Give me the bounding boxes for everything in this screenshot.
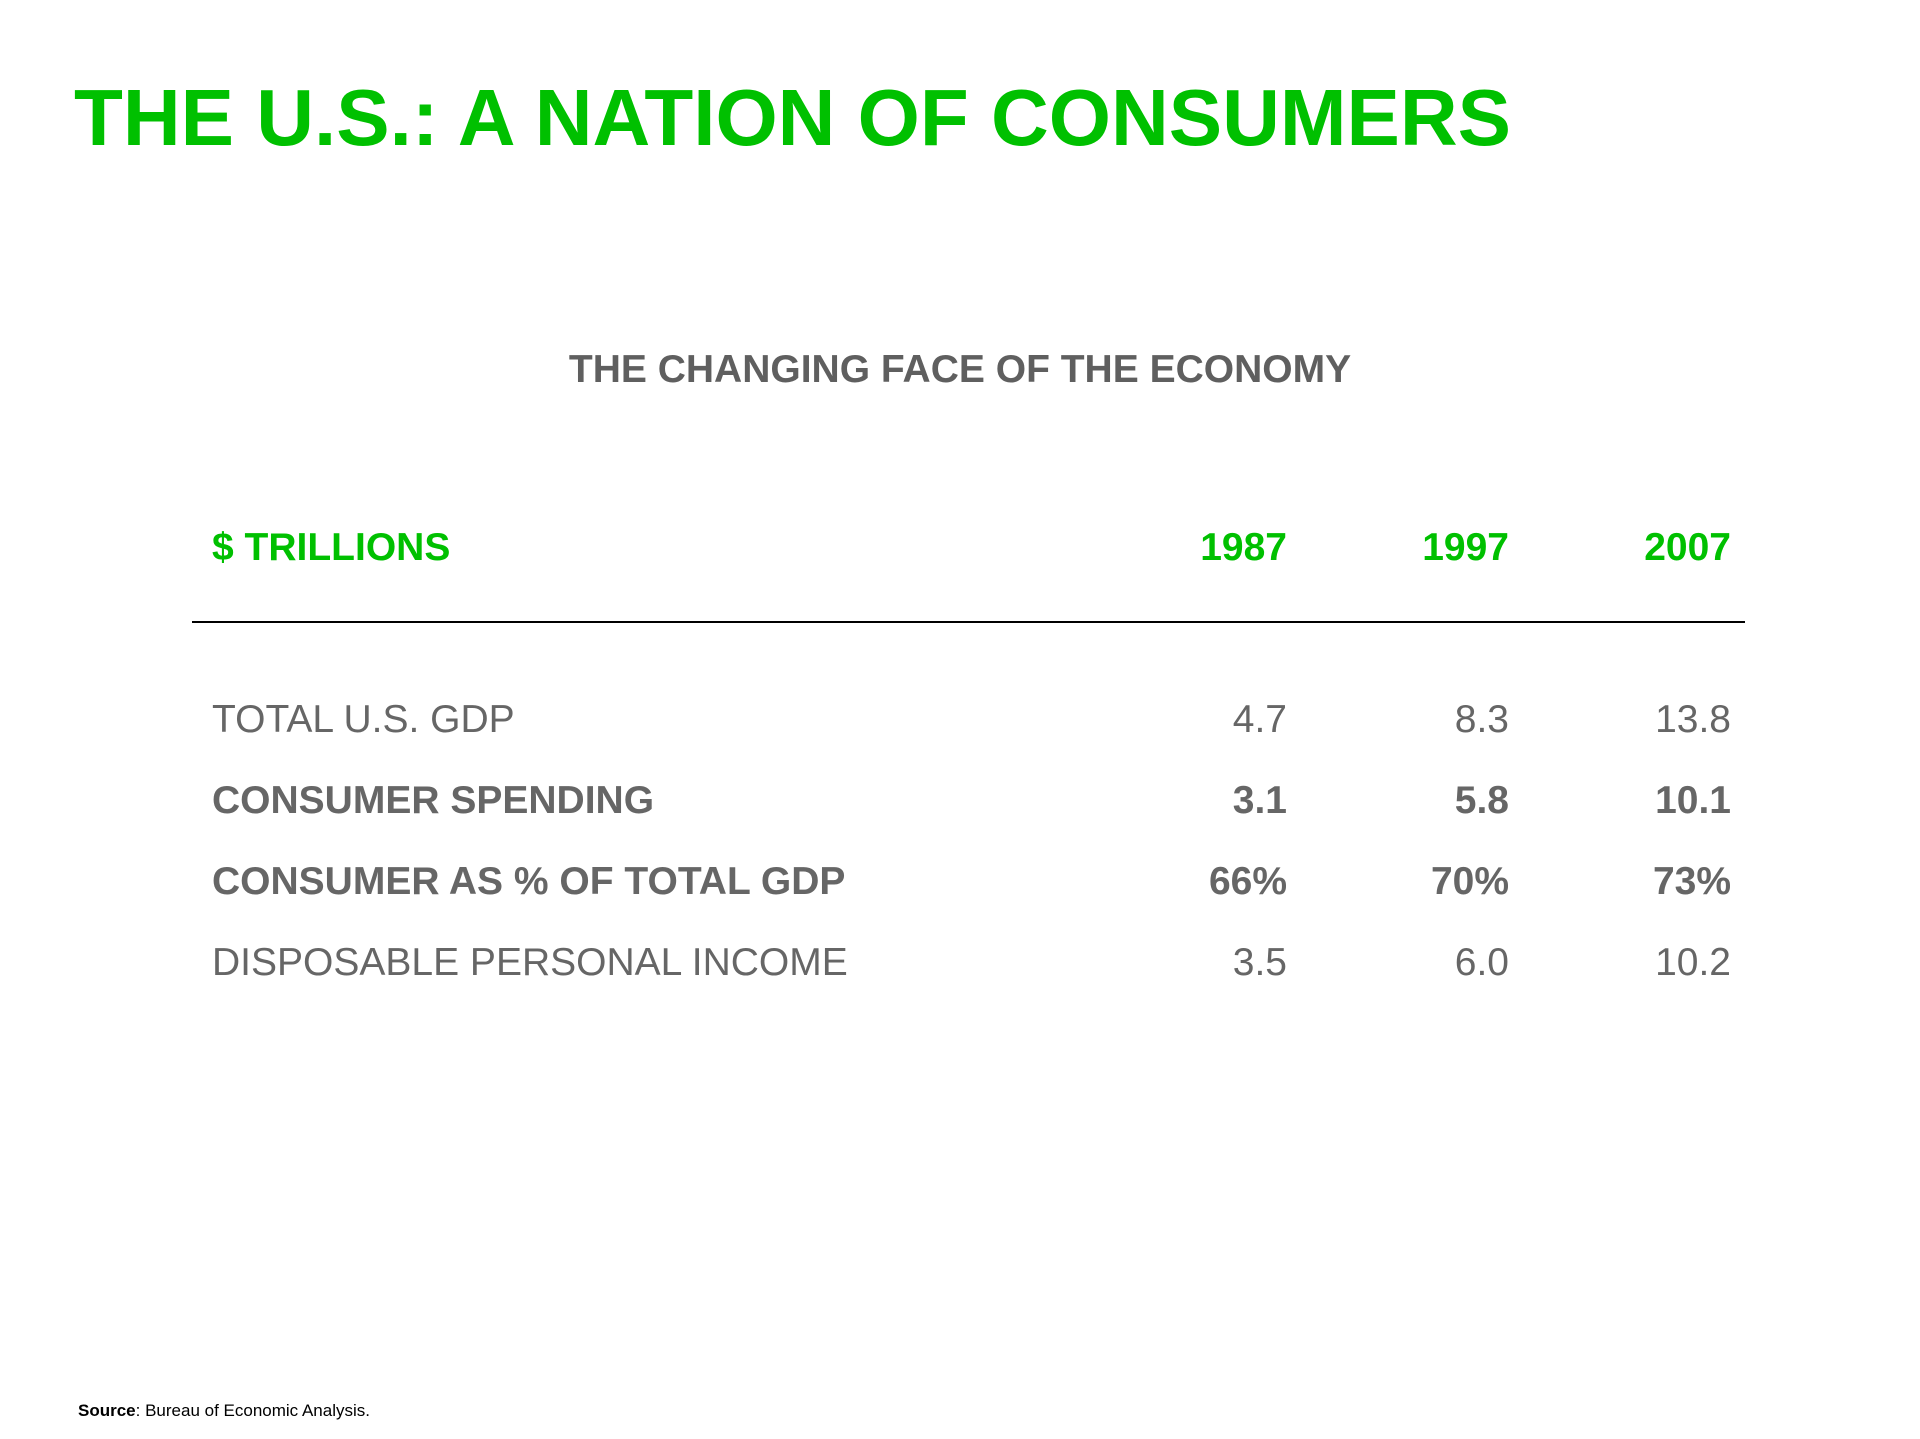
source-label: Source — [78, 1401, 136, 1420]
row-label: CONSUMER AS % OF TOTAL GDP — [212, 860, 846, 903]
page-title: THE U.S.: A NATION OF CONSUMERS — [74, 73, 1512, 162]
cell-1987: 4.7 — [1232, 698, 1287, 741]
cell-1987: 66% — [1208, 860, 1287, 903]
table-row-consumer-spending: CONSUMER SPENDING 3.1 5.8 10.1 — [192, 781, 1745, 831]
unit-label: $ TRILLIONS — [212, 526, 451, 569]
year-header-1987: 1987 — [1200, 526, 1287, 569]
cell-2007: 10.1 — [1655, 779, 1731, 822]
cell-1997: 8.3 — [1454, 698, 1509, 741]
table-header-row: $ TRILLIONS 1987 1997 2007 — [192, 528, 1745, 578]
source-text: : Bureau of Economic Analysis. — [135, 1401, 370, 1420]
cell-1987: 3.5 — [1232, 941, 1287, 984]
header-divider — [192, 621, 1745, 623]
cell-2007: 13.8 — [1655, 698, 1731, 741]
cell-1997: 5.8 — [1454, 779, 1509, 822]
cell-1997: 6.0 — [1454, 941, 1509, 984]
source-note: Source: Bureau of Economic Analysis. — [78, 1402, 370, 1419]
cell-2007: 10.2 — [1655, 941, 1731, 984]
cell-1987: 3.1 — [1232, 779, 1287, 822]
cell-2007: 73% — [1652, 860, 1731, 903]
table-row-consumer-pct-gdp: CONSUMER AS % OF TOTAL GDP 66% 70% 73% — [192, 862, 1745, 912]
cell-1997: 70% — [1430, 860, 1509, 903]
row-label: CONSUMER SPENDING — [212, 779, 655, 822]
year-header-1997: 1997 — [1422, 526, 1509, 569]
row-label: TOTAL U.S. GDP — [212, 698, 515, 741]
table-subtitle: THE CHANGING FACE OF THE ECONOMY — [568, 348, 1352, 391]
year-header-2007: 2007 — [1644, 526, 1731, 569]
table-row-disposable-income: DISPOSABLE PERSONAL INCOME 3.5 6.0 10.2 — [192, 943, 1745, 993]
row-label: DISPOSABLE PERSONAL INCOME — [212, 941, 848, 984]
table-row-total-gdp: TOTAL U.S. GDP 4.7 8.3 13.8 — [192, 700, 1745, 750]
